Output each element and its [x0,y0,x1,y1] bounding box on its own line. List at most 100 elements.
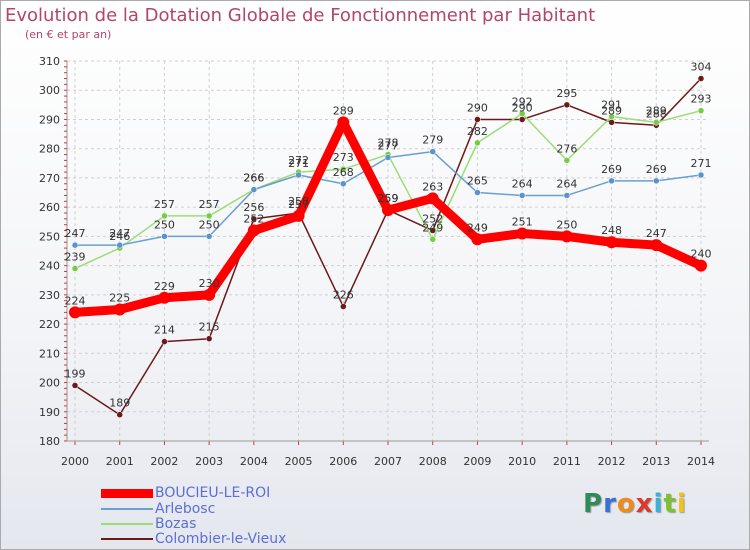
data-label: 247 [646,227,667,240]
data-label: 249 [422,221,443,234]
data-label: 257 [154,198,175,211]
y-tick-label: 230 [39,289,60,302]
data-point [205,233,213,240]
data-label: 264 [556,177,577,190]
data-point [653,119,660,126]
data-point [426,192,439,205]
data-label: 266 [243,172,264,185]
data-point [69,306,81,319]
x-tick-label: 2009 [463,455,491,468]
data-point [161,212,168,220]
x-tick-label: 2001 [106,455,134,468]
data-label: 290 [512,101,533,114]
data-point [429,148,436,155]
data-label: 271 [691,157,712,170]
logo-letter: o [616,489,636,519]
x-tick-label: 2008 [419,455,447,468]
proxiti-logo: Proxiti [583,489,687,519]
data-point [605,236,618,249]
legend-swatch-arlebosc [101,508,153,510]
data-point [608,119,615,126]
data-label: 224 [65,294,86,307]
legend-item-arlebosc: Arlebosc [101,501,215,517]
data-point [518,116,526,123]
data-label: 289 [333,104,354,117]
data-label: 214 [154,324,175,337]
y-tick-label: 300 [39,84,60,97]
data-point [429,227,436,234]
y-tick-label: 280 [39,143,60,156]
data-label: 265 [467,175,488,188]
data-point [113,303,126,316]
data-label: 293 [691,93,712,106]
legend-item-bozas: Bozas [101,516,196,532]
y-tick-label: 200 [39,377,60,390]
data-label: 250 [199,218,220,231]
y-tick-label: 220 [39,318,60,331]
data-point [474,189,481,196]
chart-subtitle: (en € et par an) [25,28,112,41]
data-point [340,303,347,310]
x-tick-label: 2007 [374,455,402,468]
y-tick-label: 190 [39,406,60,419]
data-point [697,75,705,82]
legend-item-colombier: Colombier-le-Vieux [101,531,286,547]
logo-letter: t [663,489,677,519]
data-label: 225 [109,291,130,304]
data-label: 252 [243,213,264,226]
y-tick-label: 210 [39,347,60,360]
y-tick-label: 250 [39,230,60,243]
x-tick-label: 2010 [508,455,536,468]
data-point [563,157,571,164]
logo-letter: P [583,489,604,519]
x-tick-label: 2005 [285,455,313,468]
data-label: 269 [601,163,622,176]
data-label: 282 [467,125,488,138]
y-tick-label: 290 [39,113,60,126]
data-point [250,215,258,223]
data-point [384,154,392,161]
chart-title: Evolution de la Dotation Globale de Fonc… [5,5,596,26]
data-label: 258 [288,195,309,208]
data-label: 279 [422,134,443,147]
data-label: 268 [333,166,354,179]
x-tick-label: 2006 [329,455,357,468]
data-label: 249 [467,221,488,234]
y-tick-label: 180 [39,435,60,448]
x-tick-label: 2000 [61,455,89,468]
data-label: 273 [333,151,354,164]
y-tick-label: 260 [39,201,60,214]
data-label: 257 [288,198,309,211]
logo-letter: r [603,489,617,519]
legend-label-colombier: Colombier-le-Vieux [155,531,287,547]
data-label: 288 [646,107,667,120]
data-label: 215 [199,321,220,334]
data-point [516,227,529,240]
legend-label-bozas: Bozas [155,516,197,532]
data-label: 291 [601,99,622,112]
data-point [695,259,707,272]
data-point [518,192,526,199]
data-label: 189 [109,397,130,410]
data-point [429,236,436,243]
data-point [697,107,705,114]
x-tick-label: 2004 [240,455,268,468]
data-label: 256 [243,201,264,214]
data-point [474,139,481,147]
data-point [161,233,168,240]
data-label: 276 [556,142,577,155]
data-label: 271 [288,157,309,170]
data-label: 257 [199,198,220,211]
data-point [560,230,573,243]
data-point [116,411,123,418]
data-label: 229 [154,280,175,293]
legend-item-boucieu: BOUCIEU-LE-ROI [101,485,270,501]
data-point [608,113,615,120]
y-tick-label: 310 [39,55,60,68]
data-label: 251 [512,215,533,228]
data-label: 278 [378,137,399,150]
data-point [71,382,79,389]
logo-letter: x [635,489,654,519]
data-label: 250 [556,218,577,231]
